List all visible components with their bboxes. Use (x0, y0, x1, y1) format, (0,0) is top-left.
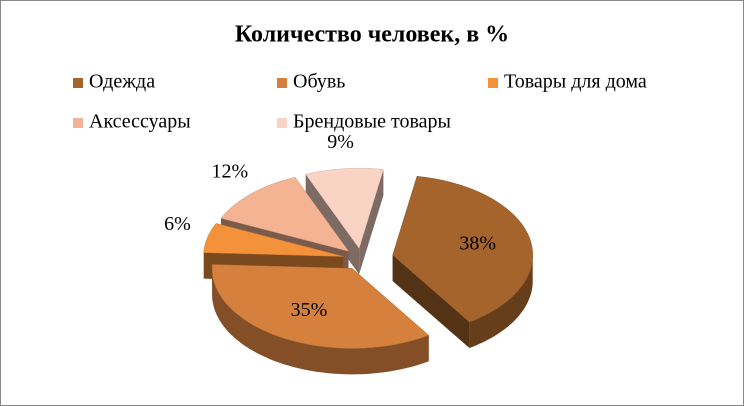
legend-label: Брендовые товары (293, 111, 451, 133)
data-label: 12% (212, 161, 249, 183)
legend-label: Аксессуары (89, 111, 191, 133)
slice (392, 176, 533, 348)
slice-top (392, 176, 533, 323)
slice-top (305, 168, 384, 249)
legend-label: Одежда (89, 71, 155, 93)
legend-label: Товары для дома (504, 71, 647, 93)
data-label: 9% (327, 131, 354, 153)
slice-side (212, 268, 429, 375)
legend-swatch (277, 78, 287, 88)
legend-swatch (73, 118, 83, 128)
chart-title: Количество человек, в % (235, 22, 509, 48)
slice-side (469, 255, 533, 348)
legend-swatch (277, 118, 287, 128)
data-label: 38% (459, 233, 496, 255)
data-label: 35% (291, 299, 328, 321)
slice-side (392, 255, 470, 348)
data-label: 6% (164, 213, 191, 235)
slice-top (220, 177, 350, 252)
legend-swatch (73, 78, 83, 88)
legend-swatch (488, 78, 498, 88)
slice-top (211, 264, 430, 349)
legend-label: Обувь (293, 71, 345, 93)
slice (211, 264, 430, 375)
slice-side (359, 169, 384, 275)
slice-top (203, 223, 344, 257)
